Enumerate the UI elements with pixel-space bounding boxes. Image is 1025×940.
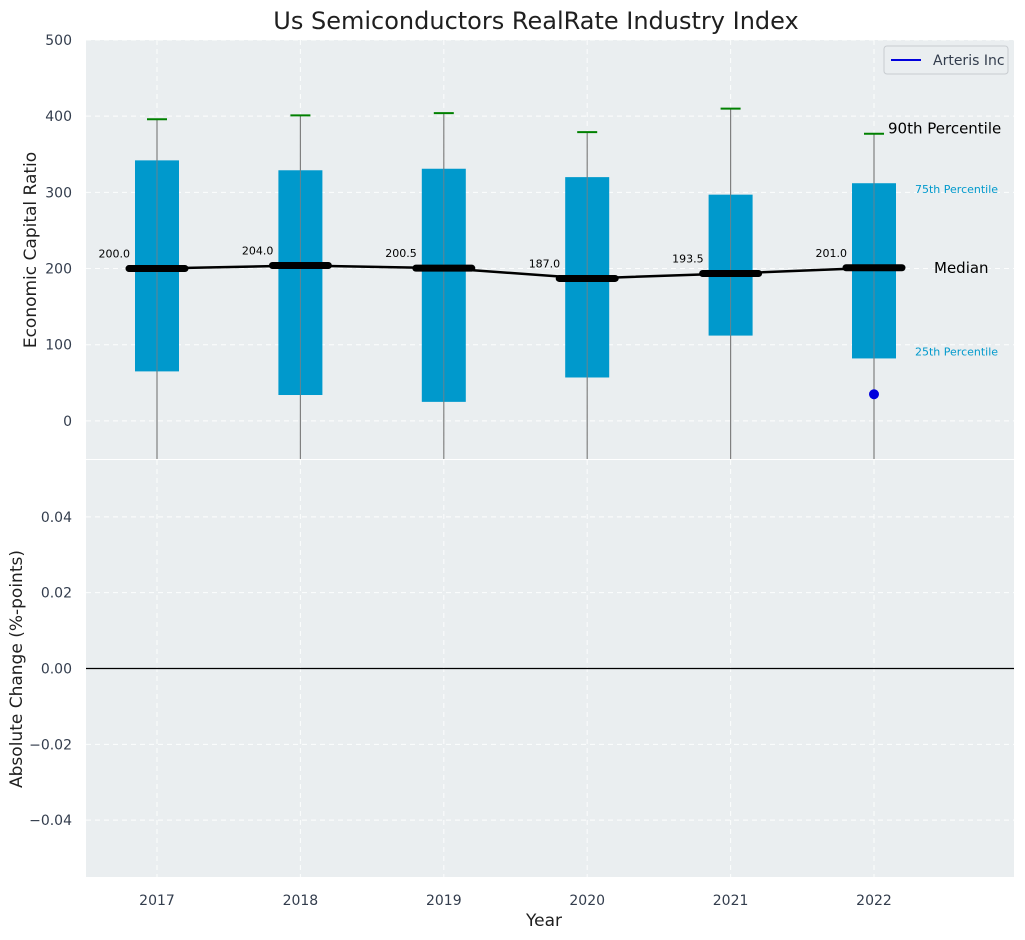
annotation-p25: 25th Percentile [915,345,998,358]
median-value-label: 193.5 [672,252,704,265]
median-value-label: 201.0 [816,247,848,260]
bottom-y-tick-label: 0.04 [41,510,72,526]
x-tick-label: 2018 [283,893,319,909]
top-y-tick-label: 300 [45,185,72,201]
chart-title: Us Semiconductors RealRate Industry Inde… [273,7,798,35]
bottom-y-tick-label: 0.00 [41,662,72,678]
bottom-y-tick-label: −0.02 [29,737,72,753]
top-y-tick-label: 100 [45,338,72,354]
median-value-label: 187.0 [529,257,561,270]
legend-label: Arteris Inc [933,53,1005,69]
median-value-label: 200.0 [99,248,131,261]
x-tick-label: 2021 [713,893,749,909]
x-tick-label: 2017 [139,893,175,909]
bottom-panel: −0.04 −0.02 0.00 0.02 0.04 [29,460,1014,877]
top-y-tick-label: 0 [63,414,72,430]
x-tick-label: 2019 [426,893,462,909]
legend-box [883,45,1009,75]
x-tick-label: 2022 [856,893,892,909]
top-y-tick-label: 200 [45,262,72,278]
median-value-label: 204.0 [242,244,274,257]
top-y-tick-label: 500 [45,33,72,49]
annotation-p75: 75th Percentile [915,183,998,196]
annotation-p90: 90th Percentile [888,120,1001,138]
x-tick-label: 2020 [569,893,605,909]
top-panel: 0 100 200 300 400 500 200.0 204.0 200.5 187.0 193.… [45,33,1014,459]
bottom-y-tick-label: −0.04 [29,813,72,829]
x-axis-label: Year [525,911,562,931]
median-value-label: 200.5 [385,247,417,260]
bottom-y-axis-label: Absolute Change (%-points) [7,550,27,788]
bottom-y-tick-label: 0.02 [41,586,72,602]
legend: Arteris Inc [883,45,1009,75]
top-y-axis-label: Economic Capital Ratio [21,152,41,348]
top-y-tick-label: 400 [45,109,72,125]
annotation-median: Median [934,259,989,277]
company-point [869,389,879,400]
